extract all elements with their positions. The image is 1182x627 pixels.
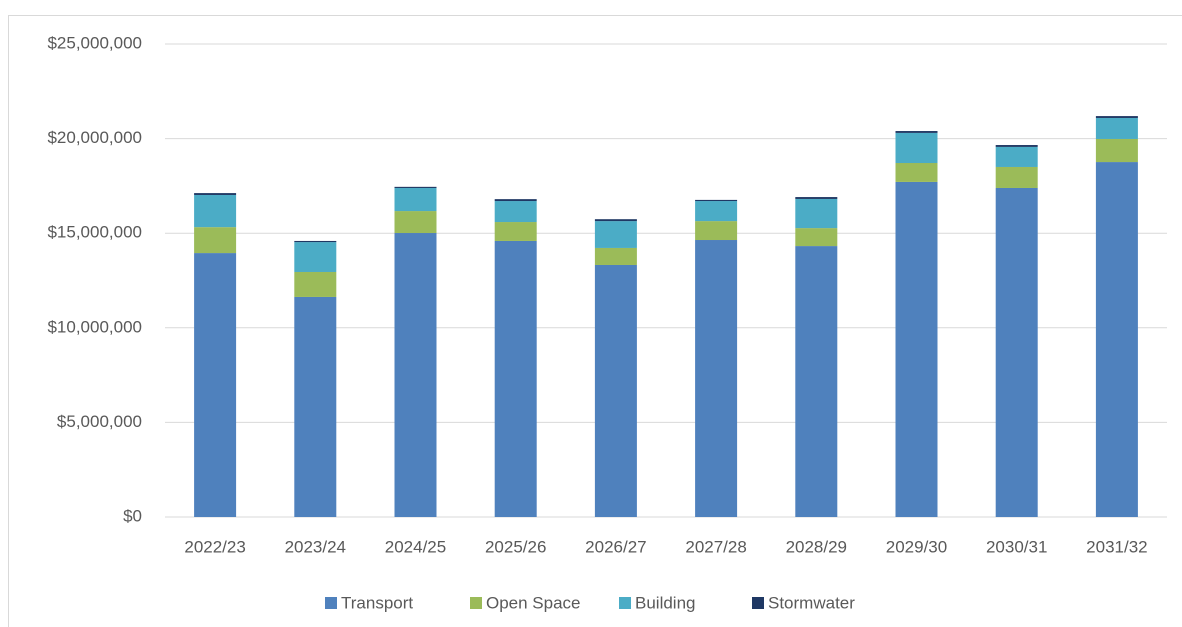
bar-segment: [594, 219, 637, 222]
chart-frame: [8, 15, 1182, 627]
bar-segment: [795, 198, 838, 229]
y-tick-label: $20,000,000: [47, 128, 142, 147]
x-tick-label: 2030/31: [986, 537, 1047, 556]
bar-segment: [795, 246, 838, 517]
bar-segment: [594, 247, 637, 265]
bar-segment: [895, 181, 938, 517]
x-tick-label: 2024/25: [385, 537, 446, 556]
x-tick-label: 2027/28: [685, 537, 746, 556]
bar-segment: [394, 187, 437, 212]
legend-label: Stormwater: [768, 593, 855, 612]
bar-segment: [795, 228, 838, 247]
x-tick-label: 2025/26: [485, 537, 546, 556]
legend-swatch: [619, 597, 631, 609]
legend-label: Transport: [341, 593, 413, 612]
bar-segment: [695, 240, 738, 517]
bar-segment: [695, 221, 738, 241]
y-tick-label: $10,000,000: [47, 317, 142, 336]
bar-segment: [995, 145, 1038, 147]
bar-segment: [594, 221, 637, 248]
bar-segment: [695, 201, 738, 222]
y-tick-label: $25,000,000: [47, 33, 142, 52]
legend-label: Building: [635, 593, 696, 612]
bar-segment: [194, 193, 237, 195]
y-tick-label: $15,000,000: [47, 223, 142, 242]
bar-segment: [394, 233, 437, 517]
x-tick-label: 2023/24: [285, 537, 346, 556]
legend-swatch: [752, 597, 764, 609]
bar-segment: [294, 240, 337, 243]
bar-segment: [394, 186, 437, 188]
bar-segment: [494, 201, 537, 223]
bar-segment: [294, 242, 337, 272]
bar-segment: [494, 199, 537, 202]
bar-segment: [1095, 117, 1138, 139]
x-tick-label: 2029/30: [886, 537, 947, 556]
bar-segment: [194, 253, 237, 518]
bar-segment: [995, 166, 1038, 188]
bar-segment: [795, 197, 838, 199]
x-tick-label: 2031/32: [1086, 537, 1147, 556]
bar-segment: [594, 264, 637, 517]
bar-segment: [194, 194, 237, 228]
bar-segment: [494, 222, 537, 241]
x-tick-label: 2022/23: [184, 537, 245, 556]
x-tick-label: 2028/29: [786, 537, 847, 556]
bar-segment: [394, 211, 437, 234]
bar-segment: [695, 199, 738, 202]
bar-segment: [194, 227, 237, 254]
bar-segment: [1095, 138, 1138, 163]
bar-segment: [995, 146, 1038, 167]
bar-segment: [895, 163, 938, 182]
bar-segment: [995, 187, 1038, 517]
legend-swatch: [325, 597, 337, 609]
bar-segment: [1095, 116, 1138, 118]
legend-label: Open Space: [486, 593, 581, 612]
x-tick-label: 2026/27: [585, 537, 646, 556]
bar-segment: [895, 131, 938, 133]
legend-swatch: [470, 597, 482, 609]
bar-segment: [494, 240, 537, 517]
y-tick-label: $5,000,000: [57, 412, 142, 431]
bar-segment: [294, 271, 337, 297]
bar-segment: [294, 296, 337, 517]
bar-segment: [1095, 162, 1138, 518]
bar-segment: [895, 132, 938, 164]
y-tick-label: $0: [123, 506, 142, 525]
